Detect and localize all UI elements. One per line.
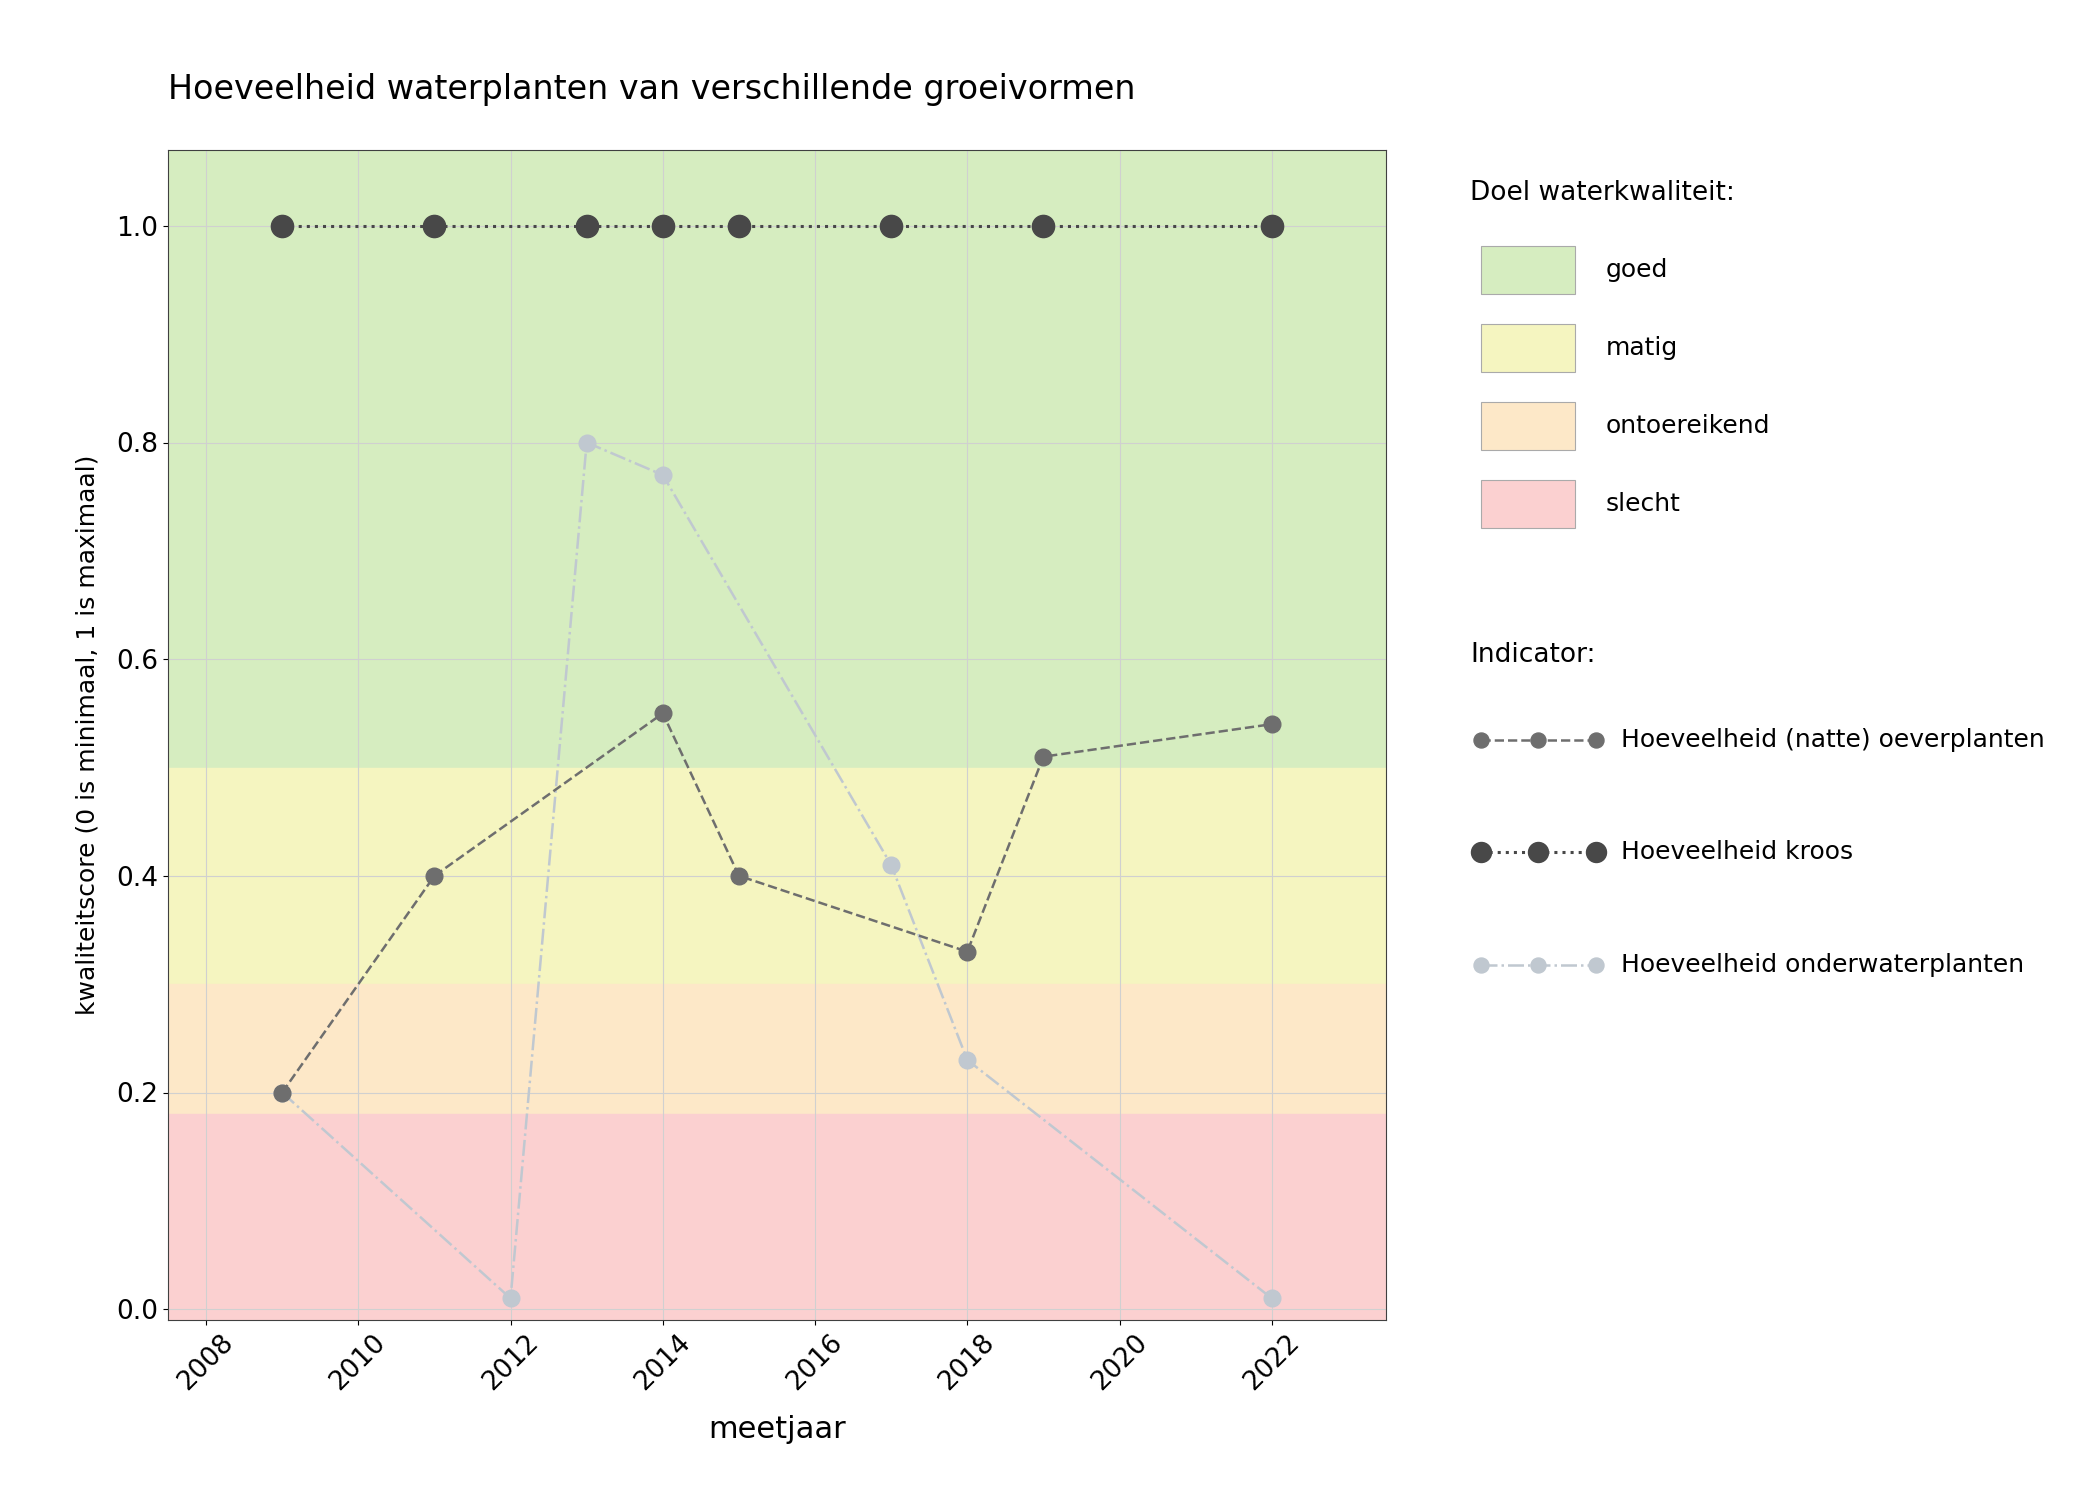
Bar — [168, 117, 1386, 768]
Bar — [168, 984, 1386, 1114]
Text: Indicator:: Indicator: — [1470, 642, 1596, 668]
Text: goed: goed — [1606, 258, 1670, 282]
Text: Hoeveelheid onderwaterplanten: Hoeveelheid onderwaterplanten — [1621, 952, 2024, 976]
X-axis label: meetjaar: meetjaar — [708, 1414, 846, 1444]
Text: ontoereikend: ontoereikend — [1606, 414, 1770, 438]
Text: slecht: slecht — [1606, 492, 1680, 516]
Text: Doel waterkwaliteit:: Doel waterkwaliteit: — [1470, 180, 1735, 206]
Text: Hoeveelheid (natte) oeverplanten: Hoeveelheid (natte) oeverplanten — [1621, 728, 2045, 752]
Text: Hoeveelheid kroos: Hoeveelheid kroos — [1621, 840, 1854, 864]
Y-axis label: kwaliteitscore (0 is minimaal, 1 is maximaal): kwaliteitscore (0 is minimaal, 1 is maxi… — [76, 454, 99, 1016]
Bar — [168, 768, 1386, 984]
Text: Hoeveelheid waterplanten van verschillende groeivormen: Hoeveelheid waterplanten van verschillen… — [168, 74, 1136, 106]
Bar — [168, 1114, 1386, 1418]
Text: matig: matig — [1606, 336, 1678, 360]
